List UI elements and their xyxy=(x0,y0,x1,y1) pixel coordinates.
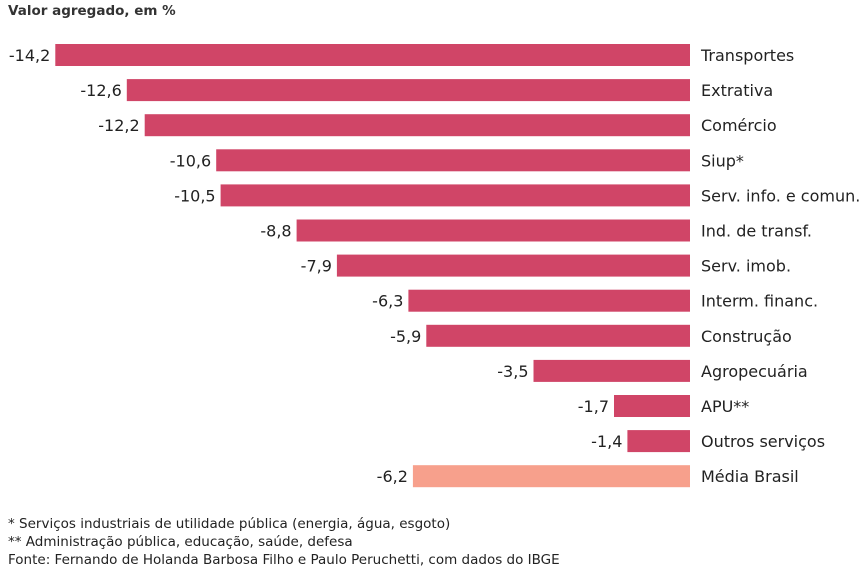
value-label-6: -7,9 xyxy=(301,257,332,276)
category-label-10: APU** xyxy=(701,397,749,416)
value-label-12: -6,2 xyxy=(377,467,408,486)
bar-3 xyxy=(216,149,690,172)
chart-subtitle: Valor agregado, em % xyxy=(8,3,176,19)
bar-6 xyxy=(336,254,690,277)
value-label-11: -1,4 xyxy=(591,432,622,451)
category-label-6: Serv. imob. xyxy=(701,257,791,276)
footnote-siup: * Serviços industriais de utilidade públ… xyxy=(8,516,451,532)
bar-12 xyxy=(412,465,690,488)
value-label-10: -1,7 xyxy=(578,397,609,416)
value-label-5: -8,8 xyxy=(260,222,291,241)
value-label-2: -12,2 xyxy=(98,116,139,135)
bar-7 xyxy=(408,289,690,312)
bar-4 xyxy=(220,184,690,207)
source-note: Fonte: Fernando de Holanda Barbosa Filho… xyxy=(8,552,560,568)
chart-notes: * Serviços industriais de utilidade públ… xyxy=(8,515,560,569)
value-label-1: -12,6 xyxy=(80,81,121,100)
category-label-0: Transportes xyxy=(700,46,794,65)
category-label-7: Interm. financ. xyxy=(701,292,818,311)
bar-10 xyxy=(614,395,690,417)
bar-chart: -14,2 Transportes -12,6 Extrativa -12,2 Comér… xyxy=(9,44,860,488)
bar-8 xyxy=(426,324,690,347)
bar-1 xyxy=(126,79,691,102)
value-label-7: -6,3 xyxy=(372,292,403,311)
category-label-9: Agropecuária xyxy=(701,362,808,381)
category-label-1: Extrativa xyxy=(701,81,773,100)
value-label-8: -5,9 xyxy=(390,327,421,346)
value-label-0: -14,2 xyxy=(9,46,50,65)
bar-11 xyxy=(627,430,690,453)
category-label-11: Outros serviços xyxy=(701,432,825,451)
bar-9 xyxy=(533,359,690,382)
value-label-3: -10,6 xyxy=(170,151,211,170)
category-label-3: Siup* xyxy=(701,151,744,170)
category-label-12: Média Brasil xyxy=(701,467,799,486)
category-label-5: Ind. de transf. xyxy=(701,222,812,241)
bar-5 xyxy=(296,219,690,242)
bar-0 xyxy=(55,44,691,66)
category-label-2: Comércio xyxy=(701,116,777,135)
footnote-apu: ** Administração pública, educação, saúd… xyxy=(8,534,353,550)
value-label-9: -3,5 xyxy=(497,362,528,381)
category-label-8: Construção xyxy=(701,327,792,346)
value-label-4: -10,5 xyxy=(174,186,215,205)
category-label-4: Serv. info. e comun. xyxy=(701,186,860,205)
bar-2 xyxy=(144,114,690,137)
